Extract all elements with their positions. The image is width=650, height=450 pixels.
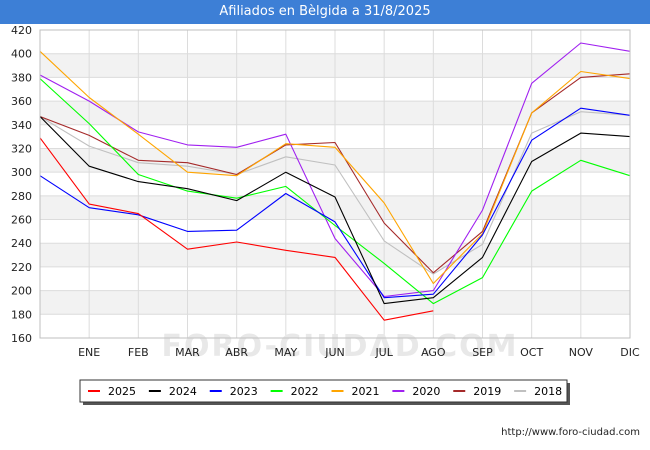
series-lines <box>39 42 631 321</box>
x-tick-label: NOV <box>569 346 594 359</box>
legend-entry: 2024 <box>169 385 197 398</box>
y-tick-label: 420 <box>11 24 32 37</box>
x-tick-label: JUL <box>374 346 393 359</box>
x-tick-label: OCT <box>520 346 543 359</box>
y-tick-label: 320 <box>11 142 32 155</box>
x-tick-label: FEB <box>128 346 149 359</box>
watermark: FORO-CIUDAD.COM <box>162 329 519 364</box>
grid-lines <box>40 29 631 339</box>
x-tick-label: MAY <box>274 346 297 359</box>
legend-entry: 2019 <box>473 385 501 398</box>
series-line-2022 <box>39 78 631 305</box>
source-credit: http://www.foro-ciudad.com <box>501 427 640 438</box>
y-tick-label: 400 <box>11 48 32 61</box>
series-line-2021 <box>39 50 631 285</box>
y-tick-label: 340 <box>11 119 32 132</box>
y-tick-label: 300 <box>11 166 32 179</box>
y-tick-label: 260 <box>11 214 32 227</box>
series-line-2023 <box>39 107 631 299</box>
x-tick-label: AGO <box>421 346 446 359</box>
axes <box>39 29 631 339</box>
legend-entry: 2021 <box>352 385 380 398</box>
y-tick-label: 160 <box>11 332 32 345</box>
series-line-2018 <box>39 111 631 275</box>
legend-entry: 2018 <box>534 385 562 398</box>
y-tick-label: 200 <box>11 285 32 298</box>
chart-title: Afiliados en Bèlgida a 31/8/2025 <box>0 0 650 24</box>
y-tick-label: 280 <box>11 190 32 203</box>
y-tick-label: 240 <box>11 237 32 250</box>
y-tick-label: 380 <box>11 71 32 84</box>
legend-box <box>79 379 568 403</box>
y-tick-labels: 160 180 200 220 240 260 280 300 320 340 360 380 400 4… <box>11 24 32 345</box>
y-tick-label: 220 <box>11 261 32 274</box>
x-tick-label: MAR <box>175 346 200 359</box>
x-tick-label: ABR <box>225 346 248 359</box>
legend-entry: 2022 <box>291 385 319 398</box>
y-tick-label: 360 <box>11 95 32 108</box>
series-line-2024 <box>39 116 631 305</box>
legend-entry: 2020 <box>412 385 440 398</box>
series-line-2025 <box>39 137 434 321</box>
plot-border <box>39 29 631 339</box>
legend-entry: 2025 <box>108 385 136 398</box>
legend: 2025 2024 2023 2022 2021 2020 2019 2018 <box>79 379 570 405</box>
y-tick-label: 180 <box>11 308 32 321</box>
x-tick-label: ENE <box>78 346 100 359</box>
x-tick-label: JUN <box>324 346 345 359</box>
x-tick-label: SEP <box>472 346 493 359</box>
x-tick-label: DIC <box>620 346 640 359</box>
legend-entry: 2023 <box>230 385 258 398</box>
x-tick-labels: ENE FEB MAR ABR MAY JUN JUL AGO SEP OCT NOV DIC <box>78 346 640 359</box>
series-line-2020 <box>39 42 631 298</box>
